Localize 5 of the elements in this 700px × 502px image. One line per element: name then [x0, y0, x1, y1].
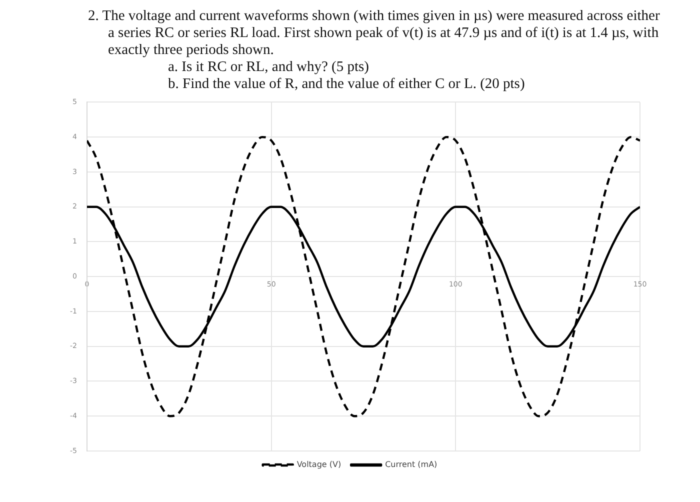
- text: b. Find the value of R, and the value of either C or L. (20 pts): [168, 76, 526, 93]
- legend-label: Voltage (V): [296, 460, 342, 470]
- chart-title: 2. The voltage and current waveforms shown (with times given in µs) were measured across either a series RC or series RL load. First shown peak of v(t) is at 47.9 µs and of i(t) is at 1.4 µs, with exactly three periods shown.: [88, 8, 661, 59]
- legend-label: Current (mA): [385, 460, 438, 470]
- text: a. Is it RC or RL, and why? (5 pts): [168, 59, 370, 76]
